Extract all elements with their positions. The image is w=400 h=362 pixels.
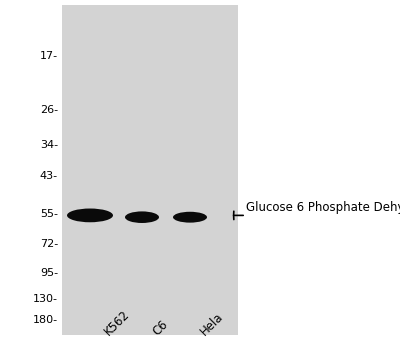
Ellipse shape [67, 209, 113, 222]
Ellipse shape [125, 211, 159, 223]
Ellipse shape [173, 212, 207, 223]
Text: C6: C6 [150, 318, 170, 338]
Text: 43-: 43- [40, 171, 58, 181]
Bar [62, 5, 238, 335]
Text: 17-: 17- [40, 51, 58, 61]
Text: 34-: 34- [40, 140, 58, 150]
Text: K562: K562 [102, 308, 132, 338]
Text: 26-: 26- [40, 105, 58, 115]
Text: Hela: Hela [198, 311, 226, 338]
Text: 95-: 95- [40, 268, 58, 278]
Text: 72-: 72- [40, 239, 58, 249]
Text: 55-: 55- [40, 209, 58, 219]
Text: Glucose 6 Phosphate Dehydrogenase: Glucose 6 Phosphate Dehydrogenase [246, 201, 400, 214]
Text: 130-: 130- [33, 294, 58, 304]
Text: 180-: 180- [33, 315, 58, 325]
